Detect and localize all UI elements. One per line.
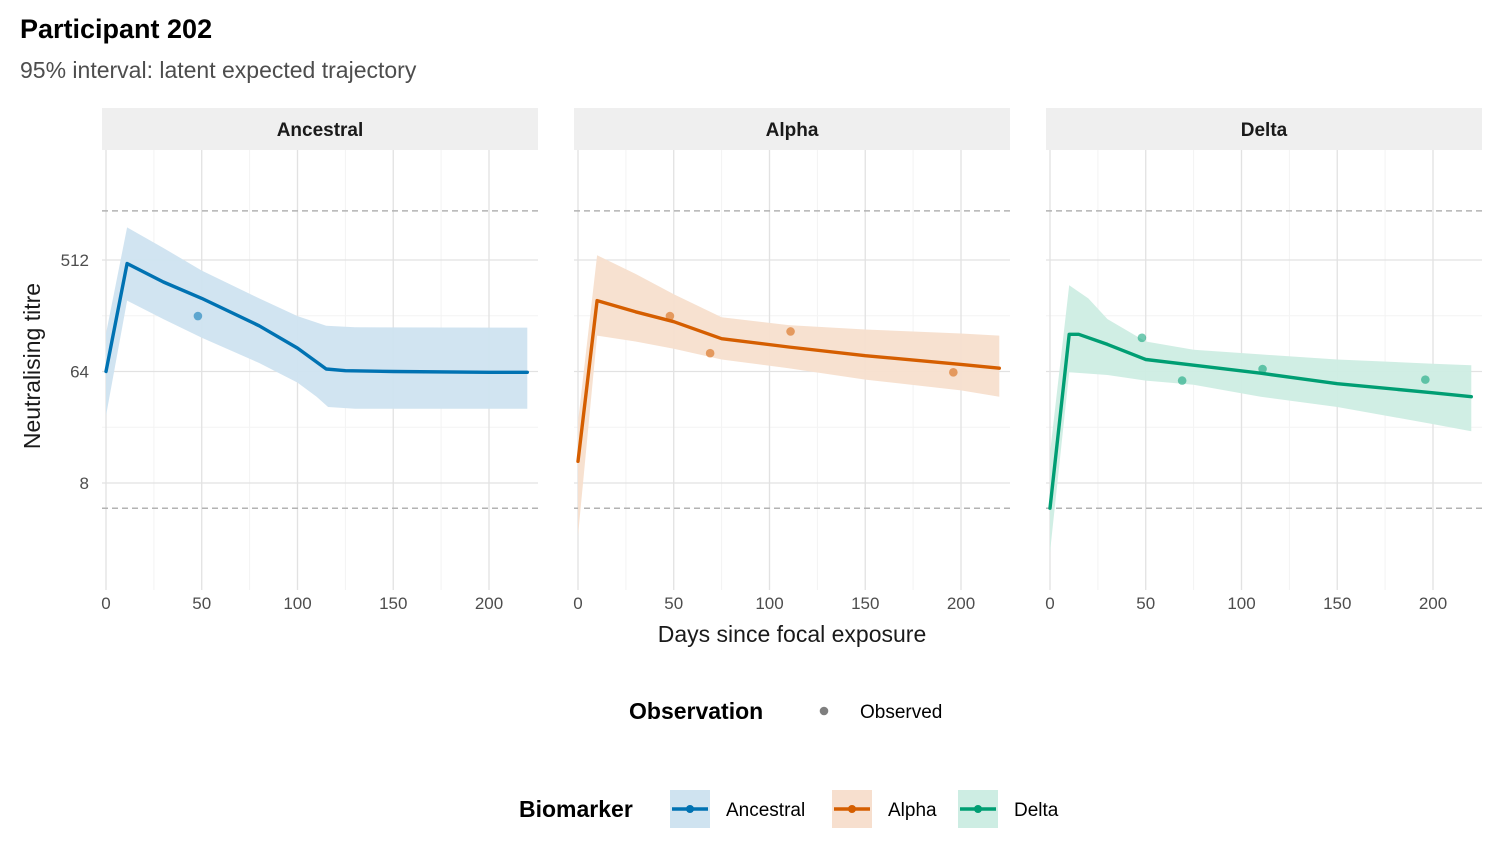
chart-title: Participant 202 [20,14,213,44]
x-tick-label: 150 [851,594,879,613]
facet-strip [1046,108,1482,150]
trajectory-line-delta [1048,332,1474,510]
legend-label: Observed [860,702,942,723]
legend-observation: Observation Observed [629,698,942,724]
x-tick-label: 50 [192,594,211,613]
x-tick-label: 0 [573,594,582,613]
y-tick-label: 8 [80,474,89,493]
observed-point [949,368,958,377]
observed-point [1421,375,1430,384]
y-tick-label: 512 [61,251,89,270]
observed-point [1137,333,1147,343]
x-axis-title: Days since focal exposure [658,621,926,647]
x-tick-label: 0 [1045,594,1054,613]
observed-point [786,327,795,336]
facet-panels: Ancestral 0 50 100 150 200 8 64 512 Alpha 0 50 100 15… [61,108,1482,613]
trajectory-line-ancestral [104,261,529,374]
legend-key-point [848,805,856,813]
facet-panel-alpha: Alpha 0 50 100 150 200 [573,108,1010,613]
legend-title: Biomarker [519,796,633,822]
observed-point [1258,364,1267,374]
facet-strip-label: Ancestral [277,120,364,141]
x-tick-label: 200 [475,594,503,613]
legend-item-delta: Delta [958,790,1059,828]
legend-item-ancestral: Ancestral [670,790,805,828]
x-tick-label: 100 [283,594,311,613]
observed-point [705,348,715,358]
legend-key-point [819,706,829,716]
interval-band-ancestral [106,227,528,416]
legend-title: Observation [629,698,763,724]
facet-panel-delta: Delta 0 50 100 150 200 [1045,108,1482,613]
legend-biomarker: Biomarker Ancestral Alpha Delta [519,790,1059,828]
x-tick-label: 50 [664,594,683,613]
x-tick-label: 150 [1323,594,1351,613]
x-tick-label: 100 [755,594,783,613]
x-tick-label: 100 [1227,594,1255,613]
x-tick-label: 0 [101,594,110,613]
facet-panel-ancestral: Ancestral 0 50 100 150 200 8 64 512 [61,108,538,613]
facet-strip-label: Delta [1241,120,1288,141]
y-axis-title: Neutralising titre [19,283,45,449]
chart-subtitle: 95% interval: latent expected trajectory [20,57,417,83]
facet-strip [102,108,538,150]
legend-key-point [686,805,694,813]
y-tick-label: 64 [70,363,89,382]
x-tick-label: 200 [1419,594,1447,613]
interval-band-delta [1050,285,1472,553]
observed-point [665,311,675,321]
interval-band-alpha [578,255,1000,536]
legend-label: Ancestral [726,800,805,821]
facet-strip-label: Alpha [766,120,819,141]
x-tick-label: 50 [1136,594,1155,613]
observed-point [193,311,203,321]
x-tick-label: 200 [947,594,975,613]
legends: Observation Observed Biomarker Ancestral Alp… [519,698,1059,828]
legend-item-alpha: Alpha [832,790,937,828]
legend-key-point [974,805,982,813]
observed-point [1177,376,1187,385]
legend-label: Delta [1014,800,1059,821]
trajectory-line-alpha [576,298,1001,463]
legend-label: Alpha [888,800,937,821]
x-tick-label: 150 [379,594,407,613]
facet-strip [574,108,1010,150]
